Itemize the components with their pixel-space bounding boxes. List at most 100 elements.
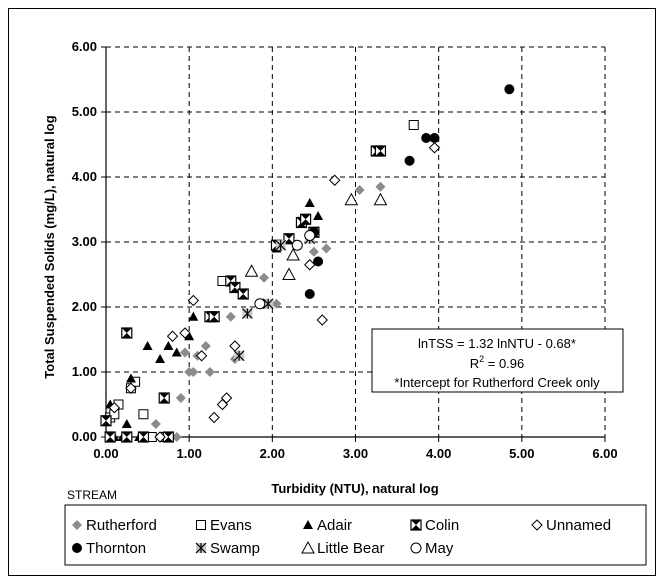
point-little-bear bbox=[286, 247, 300, 261]
y-tick-label: 6.00 bbox=[72, 39, 97, 54]
x-tick-label: 2.00 bbox=[260, 446, 285, 461]
point-adair bbox=[313, 211, 324, 220]
point-adair bbox=[171, 347, 182, 357]
point-unnamed bbox=[166, 330, 179, 342]
point-adair bbox=[184, 331, 195, 341]
legend-title: STREAM bbox=[67, 488, 117, 502]
y-tick-label: 3.00 bbox=[72, 234, 97, 249]
point-rutherford bbox=[204, 367, 215, 377]
x-tick-label: 4.00 bbox=[426, 446, 451, 461]
point-thornton bbox=[504, 84, 515, 95]
point-may bbox=[291, 239, 303, 251]
point-adair bbox=[121, 419, 132, 428]
point-adair bbox=[125, 373, 136, 383]
legend-label-evans: Evans bbox=[210, 517, 252, 534]
r-base: R bbox=[470, 356, 479, 371]
point-unnamed bbox=[316, 314, 328, 326]
point-unnamed bbox=[187, 294, 200, 307]
point-colin bbox=[300, 213, 312, 225]
point-rutherford bbox=[271, 298, 282, 309]
point-unnamed bbox=[329, 174, 341, 186]
point-thornton bbox=[429, 133, 440, 143]
point-unnamed bbox=[208, 411, 220, 424]
tick-labels: 0.00 1.00 2.00 3.00 4.00 5.00 6.00 0.00 1.00 2.00… bbox=[72, 39, 618, 461]
legend-label-rutherford: Rutherford bbox=[86, 517, 157, 534]
point-little-bear bbox=[344, 192, 359, 206]
point-evans bbox=[138, 409, 149, 420]
legend-marker-evans bbox=[196, 520, 206, 530]
point-unnamed bbox=[154, 431, 166, 443]
point-may bbox=[254, 298, 266, 310]
r-value: = 0.96 bbox=[484, 356, 524, 371]
x-tick-label: 3.00 bbox=[343, 446, 368, 461]
legend-marker-little-bear bbox=[301, 540, 315, 554]
point-evans bbox=[408, 120, 419, 130]
scatter-chart: 0.00 1.00 2.00 3.00 4.00 5.00 6.00 0.00 1.00 2.00… bbox=[42, 39, 647, 566]
point-unnamed bbox=[229, 340, 241, 352]
point-rutherford bbox=[200, 341, 211, 351]
point-rutherford bbox=[308, 246, 319, 257]
point-swamp bbox=[241, 308, 253, 319]
x-tick-label: 1.00 bbox=[177, 446, 202, 461]
y-tick-label: 2.00 bbox=[72, 299, 97, 314]
point-little-bear bbox=[282, 267, 296, 280]
point-colin bbox=[283, 233, 295, 245]
legend-marker-rutherford bbox=[72, 520, 82, 530]
point-colin bbox=[100, 415, 112, 427]
legend-label-unnamed: Unnamed bbox=[546, 517, 611, 534]
regression-annotation: lnTSS = 1.32 lnNTU - 0.68* R2 = 0.96 *In… bbox=[371, 328, 624, 393]
point-rutherford bbox=[171, 432, 182, 442]
point-adair bbox=[304, 198, 315, 207]
point-rutherford bbox=[225, 311, 236, 322]
chart-frame: 0.00 1.00 2.00 3.00 4.00 5.00 6.00 0.00 1.00 2.00… bbox=[8, 8, 656, 576]
point-unnamed bbox=[125, 382, 137, 394]
point-adair bbox=[155, 354, 166, 363]
point-rutherford bbox=[375, 181, 386, 192]
legend-label-may: May bbox=[425, 540, 454, 557]
point-colin bbox=[121, 327, 133, 339]
legend-marker-thornton bbox=[72, 543, 82, 553]
legend-marker-swamp bbox=[195, 542, 207, 554]
x-tick-label: 0.00 bbox=[93, 446, 118, 461]
point-rutherford bbox=[321, 243, 332, 254]
y-tick-label: 0.00 bbox=[72, 429, 97, 444]
point-adair bbox=[163, 341, 174, 350]
point-thornton bbox=[404, 155, 415, 166]
point-adair bbox=[142, 341, 153, 350]
point-thornton bbox=[304, 289, 315, 299]
point-adair bbox=[188, 311, 199, 321]
x-tick-label: 6.00 bbox=[592, 446, 617, 461]
point-unnamed bbox=[108, 402, 121, 414]
point-colin bbox=[137, 431, 150, 443]
legend-label-swamp: Swamp bbox=[210, 540, 260, 557]
point-rutherford bbox=[259, 272, 270, 283]
point-rutherford bbox=[180, 347, 191, 358]
point-unnamed bbox=[179, 327, 191, 339]
annotation-equation: lnTSS = 1.32 lnNTU - 0.68* bbox=[418, 336, 576, 351]
legend: Rutherford Evans Adair Colin Unnamed Thornton… bbox=[64, 504, 647, 566]
point-colin bbox=[104, 431, 116, 443]
legend-marker-may bbox=[410, 542, 422, 554]
point-colin bbox=[158, 392, 170, 404]
point-little-bear bbox=[373, 192, 388, 206]
point-colin bbox=[121, 431, 133, 443]
legend-marker-adair bbox=[303, 520, 313, 529]
point-swamp bbox=[275, 239, 287, 251]
annotation-r-squared: R2 = 0.96 bbox=[470, 354, 525, 371]
point-thornton bbox=[421, 133, 432, 143]
point-colin bbox=[237, 288, 249, 300]
point-colin bbox=[162, 431, 174, 443]
point-rutherford bbox=[175, 393, 186, 403]
point-rutherford bbox=[188, 367, 199, 377]
y-tick-label: 1.00 bbox=[72, 364, 97, 379]
point-may bbox=[304, 230, 316, 241]
annotation-note: *Intercept for Rutherford Creek only bbox=[394, 375, 600, 390]
point-colin bbox=[374, 145, 387, 157]
point-colin bbox=[208, 311, 220, 323]
point-colin bbox=[229, 281, 241, 294]
data-points bbox=[100, 84, 515, 443]
legend-label-colin: Colin bbox=[425, 517, 459, 534]
point-unnamed bbox=[195, 350, 208, 362]
point-swamp bbox=[233, 350, 245, 362]
legend-box bbox=[64, 504, 647, 566]
